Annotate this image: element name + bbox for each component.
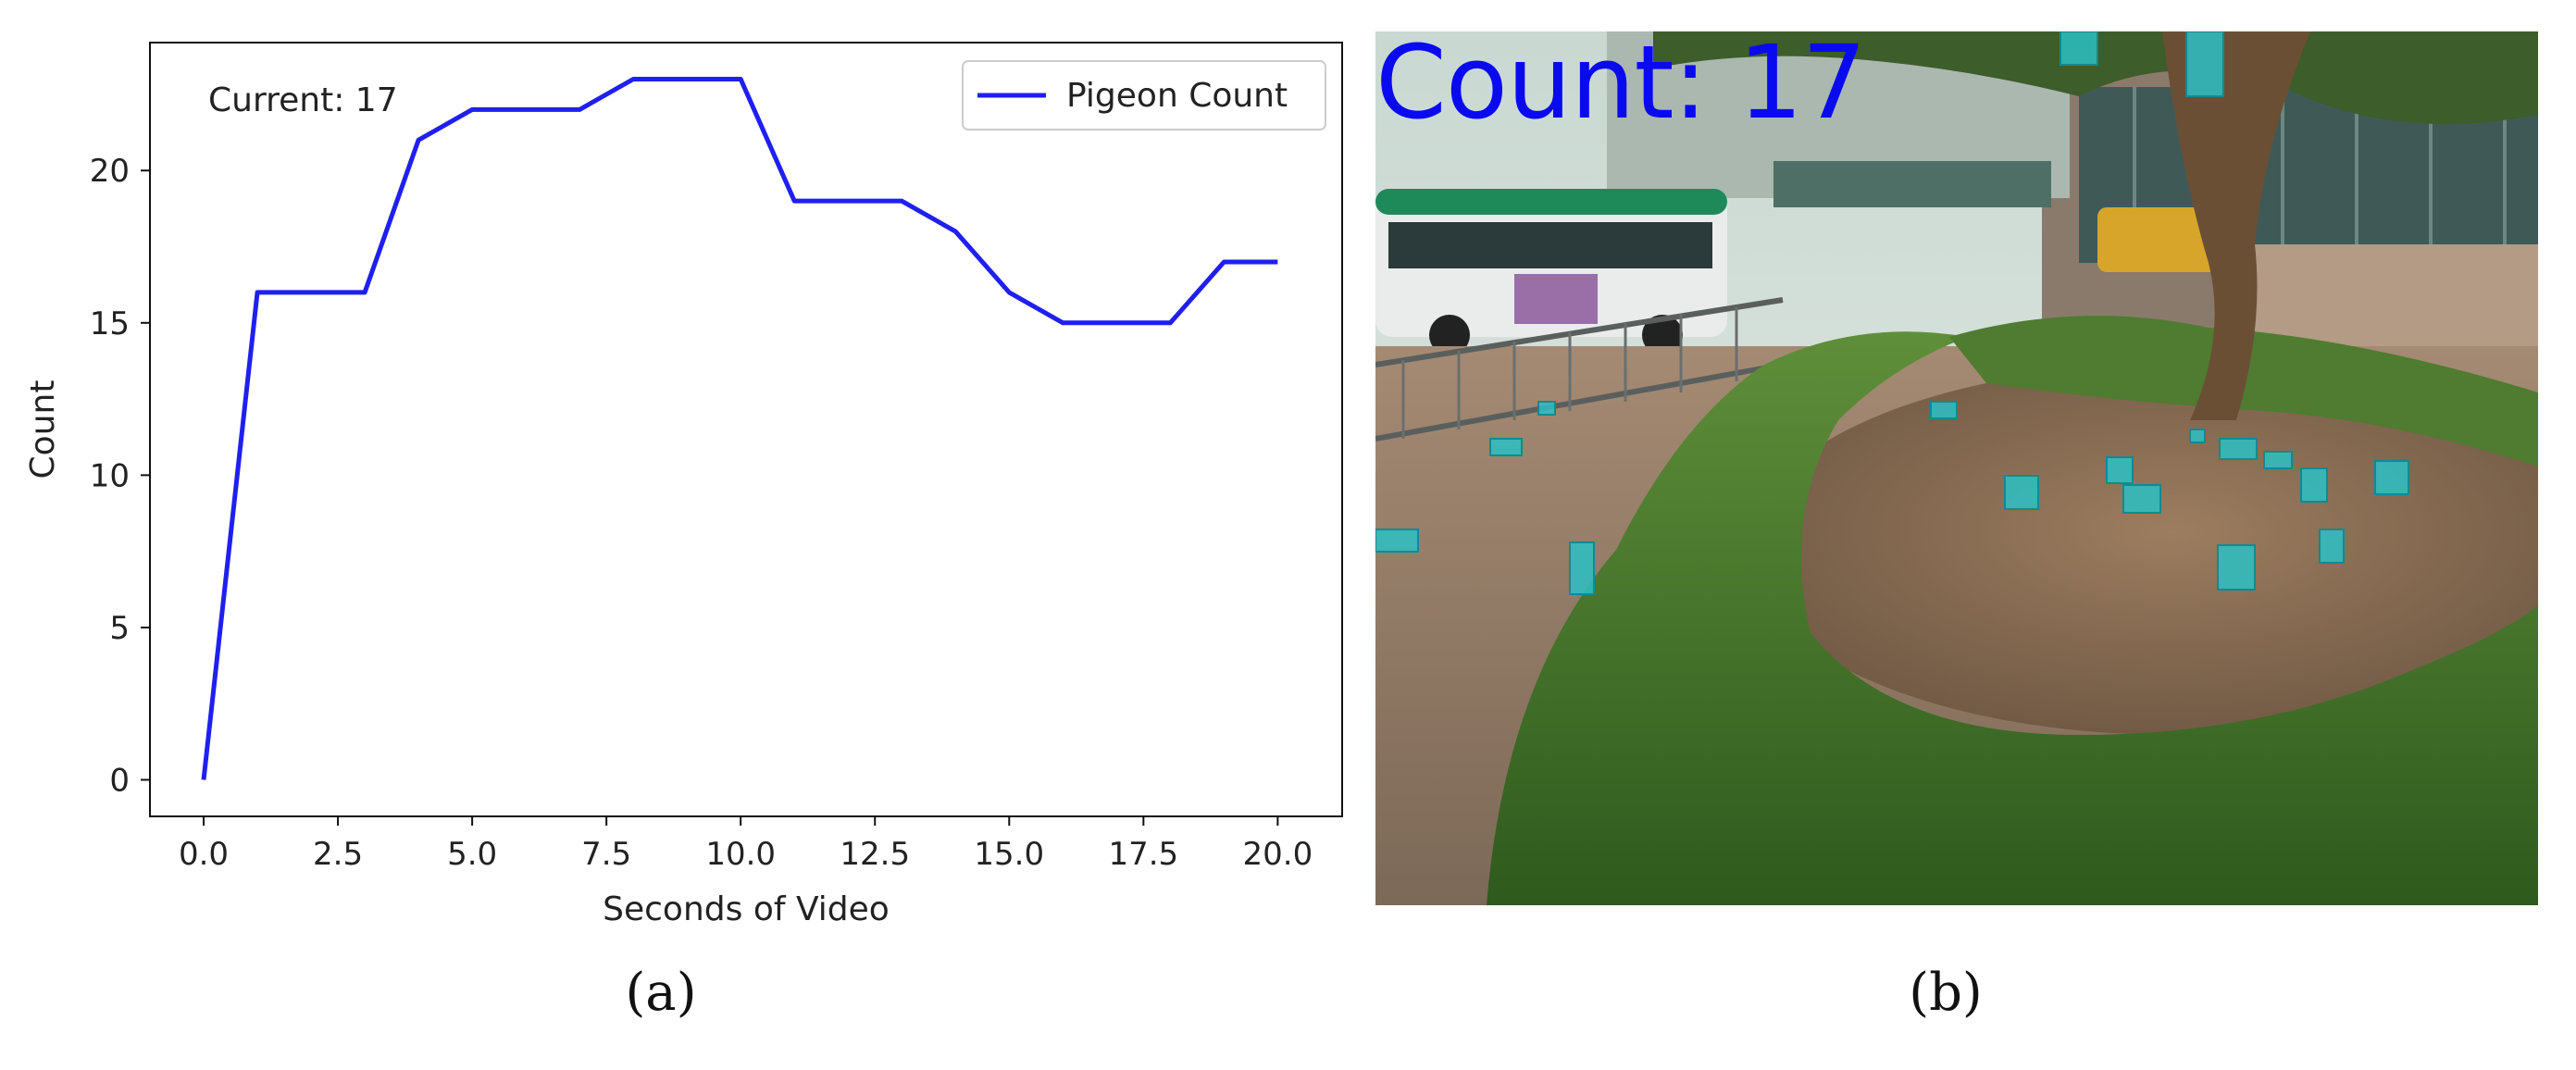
y-tick-label: 10	[90, 457, 130, 494]
plot-frame	[149, 42, 1343, 817]
x-axis-label: Seconds of Video	[603, 890, 890, 928]
x-tick-label: 12.5	[840, 836, 910, 873]
caption-b: (b)	[1909, 963, 1983, 1023]
x-tick-label: 15.0	[974, 836, 1044, 873]
legend-label: Pigeon Count	[1066, 77, 1288, 115]
line-chart: 0.0 2.5 5.0 7.5 10.0 12.5 15.0 17.5 20.0 0 5 10 15 20…	[24, 42, 1343, 928]
street-scene-illustration	[1375, 31, 2538, 905]
x-tick-label: 5.0	[447, 836, 497, 873]
line-chart-panel: 0.0 2.5 5.0 7.5 10.0 12.5 15.0 17.5 20.0 0 5 10 15 20…	[0, 0, 1361, 963]
y-tick-label: 15	[90, 305, 130, 342]
x-tick-label: 2.5	[313, 836, 363, 873]
current-count-annotation: Current: 17	[208, 81, 398, 119]
x-tick-label: 17.5	[1108, 836, 1178, 873]
y-axis-label: Count	[24, 380, 62, 479]
x-tick-label: 10.0	[705, 836, 776, 873]
y-tick-label: 5	[109, 610, 130, 647]
x-tick-label: 20.0	[1243, 836, 1313, 873]
caption-a: (a)	[625, 963, 697, 1023]
y-tick-label: 20	[90, 153, 130, 190]
x-tick-label: 7.5	[581, 836, 631, 873]
x-tick-label: 0.0	[179, 836, 229, 873]
series-line-0	[201, 76, 1278, 780]
overlay-count-text: Count: 17	[1375, 31, 1867, 142]
legend-box	[962, 60, 1326, 131]
pigeon-detection-photo: Count: 17	[1375, 31, 2538, 905]
y-tick-label: 0	[109, 763, 130, 800]
